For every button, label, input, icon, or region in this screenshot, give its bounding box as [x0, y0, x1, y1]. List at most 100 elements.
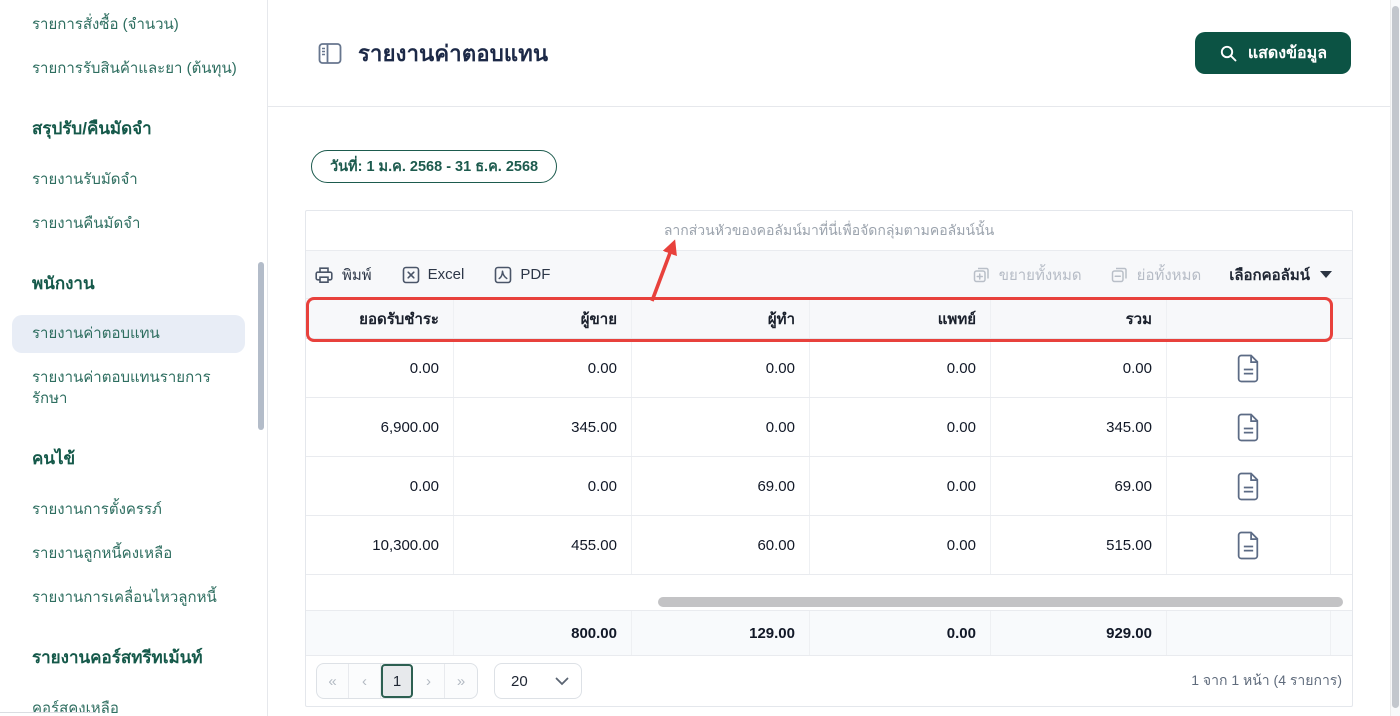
printer-icon: [314, 265, 334, 285]
collapse-all-button[interactable]: ย่อทั้งหมด: [1110, 263, 1202, 287]
cell-doctor: 0.00: [810, 457, 991, 515]
cell-seller: 455.00: [454, 516, 632, 574]
sidebar-item-goods-received[interactable]: รายการรับสินค้าและยา (ต้นทุน): [32, 60, 237, 77]
sidebar-section-staff: พนักงาน: [32, 274, 95, 293]
sidebar-section-course-treatment: รายงานคอร์สทรีทเม้นท์: [32, 648, 203, 667]
cell-spacer: [1331, 339, 1354, 397]
collapse-all-label: ย่อทั้งหมด: [1136, 266, 1202, 284]
table-horizontal-scrollbar: [306, 575, 1352, 611]
toolbar-right-group: ขยายทั้งหมด ย่อทั้งหมด: [972, 263, 1332, 287]
cell-doctor: 0.00: [810, 516, 991, 574]
cell-performer: 0.00: [632, 339, 810, 397]
sidebar-scrollbar-thumb[interactable]: [258, 262, 264, 430]
horizontal-scrollbar-thumb[interactable]: [658, 597, 1343, 607]
cell-payment: 10,300.00: [306, 516, 454, 574]
cell-spacer: [1331, 457, 1354, 515]
print-button[interactable]: พิมพ์: [314, 263, 372, 287]
group-hint-text: ลากส่วนหัวของคอลัมน์มาที่นี่เพื่อจัดกลุ่…: [663, 221, 995, 238]
document-icon: [1236, 472, 1261, 501]
next-page-button[interactable]: ›: [413, 664, 445, 698]
last-page-button[interactable]: »: [445, 664, 477, 698]
cell-payment: 0.00: [306, 339, 454, 397]
table-footer: « ‹ 1 › » 20 1 จาก 1 หน้: [306, 656, 1352, 706]
pdf-label: PDF: [520, 266, 551, 283]
row-detail-button[interactable]: [1167, 339, 1331, 397]
column-header-payment[interactable]: ยอดรับชำระ: [306, 299, 454, 338]
pdf-export-button[interactable]: PDF: [494, 266, 550, 284]
first-page-button[interactable]: «: [317, 664, 349, 698]
cell-seller: 0.00: [454, 457, 632, 515]
date-range-chip[interactable]: วันที่: 1 ม.ค. 2568 - 31 ธ.ค. 2568: [311, 150, 558, 183]
table-body: 0.00 0.00 0.00 0.00 0.00: [306, 339, 1352, 575]
page-size-select[interactable]: 20: [494, 663, 582, 699]
chevron-down-icon: [555, 677, 569, 686]
cell-doctor: 0.00: [810, 398, 991, 456]
window-scrollbar-thumb[interactable]: [1392, 6, 1399, 708]
row-detail-button[interactable]: [1167, 398, 1331, 456]
pdf-square-icon: [494, 266, 512, 284]
table-toolbar: พิมพ์ Excel: [306, 251, 1352, 299]
sidebar-item-deposit-received-report[interactable]: รายงานรับมัดจำ: [32, 171, 138, 188]
column-header-seller[interactable]: ผู้ขาย: [454, 299, 632, 338]
sidebar-item-outstanding-debtors-report[interactable]: รายงานลูกหนี้คงเหลือ: [32, 545, 173, 562]
cell-performer: 0.00: [632, 398, 810, 456]
sidebar: รายการสั่งซื้อ (จำนวน) รายการรับสินค้าแล…: [0, 0, 268, 716]
main-area: รายงานค่าตอบแทน แสดงข้อมูล วันที่: 1 ม.ค…: [268, 0, 1390, 716]
chevron-down-icon: [1320, 271, 1332, 278]
expand-all-button[interactable]: ขยายทั้งหมด: [972, 263, 1082, 287]
page-title: รายงานค่าตอบแทน: [358, 40, 549, 66]
excel-square-icon: [402, 266, 420, 284]
sidebar-bottom-divider: [0, 712, 96, 713]
column-header-actions: [1167, 299, 1331, 338]
show-data-button[interactable]: แสดงข้อมูล: [1194, 32, 1351, 74]
sidebar-item-remaining-courses[interactable]: คอร์สคงเหลือ: [32, 700, 119, 716]
document-icon: [1236, 413, 1261, 442]
total-payment: [306, 611, 454, 655]
pagination-summary: 1 จาก 1 หน้า (4 รายการ): [1191, 672, 1342, 688]
sidebar-item-deposit-refund-report[interactable]: รายงานคืนมัดจำ: [32, 215, 141, 232]
window-scrollbar: [1390, 0, 1400, 716]
column-header-performer[interactable]: ผู้ทำ: [632, 299, 810, 338]
sidebar-item-compensation-report-active[interactable]: รายงานค่าตอบแทน: [12, 315, 245, 353]
total-doctor: 0.00: [810, 611, 991, 655]
row-detail-button[interactable]: [1167, 457, 1331, 515]
excel-label: Excel: [427, 266, 465, 283]
choose-columns-label: เลือกคอลัมน์: [1229, 266, 1310, 284]
cell-total: 69.00: [991, 457, 1167, 515]
page-header: รายงานค่าตอบแทน แสดงข้อมูล: [268, 0, 1390, 107]
search-icon: [1219, 44, 1238, 63]
total-seller: 800.00: [454, 611, 632, 655]
table-row: 0.00 0.00 0.00 0.00 0.00: [306, 339, 1352, 398]
table-row: 0.00 0.00 69.00 0.00 69.00: [306, 457, 1352, 516]
prev-page-button[interactable]: ‹: [349, 664, 381, 698]
cell-total: 345.00: [991, 398, 1167, 456]
cell-total: 0.00: [991, 339, 1167, 397]
sidebar-section-patients: คนไข้: [32, 449, 76, 468]
sidebar-item-debtor-movement-report[interactable]: รายงานการเคลื่อนไหวลูกหนี้: [32, 589, 217, 606]
cell-spacer: [1331, 516, 1354, 574]
excel-export-button[interactable]: Excel: [402, 266, 465, 284]
total-actions-spacer: [1167, 611, 1331, 655]
cell-seller: 345.00: [454, 398, 632, 456]
choose-columns-button[interactable]: เลือกคอลัมน์: [1229, 263, 1332, 287]
current-page-button[interactable]: 1: [381, 664, 413, 698]
table-row: 6,900.00 345.00 0.00 0.00 345.00: [306, 398, 1352, 457]
cell-seller: 0.00: [454, 339, 632, 397]
row-detail-button[interactable]: [1167, 516, 1331, 574]
report-table-card: ลากส่วนหัวของคอลัมน์มาที่นี่เพื่อจัดกลุ่…: [305, 210, 1353, 707]
expand-all-icon: [972, 265, 991, 284]
totals-row: 800.00 129.00 0.00 929.00: [306, 611, 1352, 656]
column-header-total[interactable]: รวม: [991, 299, 1167, 338]
cell-doctor: 0.00: [810, 339, 991, 397]
column-header-doctor[interactable]: แพทย์: [810, 299, 991, 338]
document-icon: [1236, 531, 1261, 560]
pagination-controls: « ‹ 1 › »: [316, 663, 478, 699]
sidebar-item-purchase-orders[interactable]: รายการสั่งซื้อ (จำนวน): [32, 16, 179, 33]
table-header-row: ยอดรับชำระ ผู้ขาย ผู้ทำ แพทย์ รวม: [306, 299, 1352, 339]
panel-layout-icon: [318, 41, 343, 66]
print-label: พิมพ์: [342, 266, 372, 284]
sidebar-section-deposit-summary: สรุปรับ/คืนมัดจำ: [32, 119, 152, 138]
sidebar-item-compensation-by-treatment[interactable]: รายงานค่าตอบแทนรายการรักษา: [32, 369, 211, 407]
sidebar-item-pregnancy-report[interactable]: รายงานการตั้งครรภ์: [32, 501, 162, 518]
